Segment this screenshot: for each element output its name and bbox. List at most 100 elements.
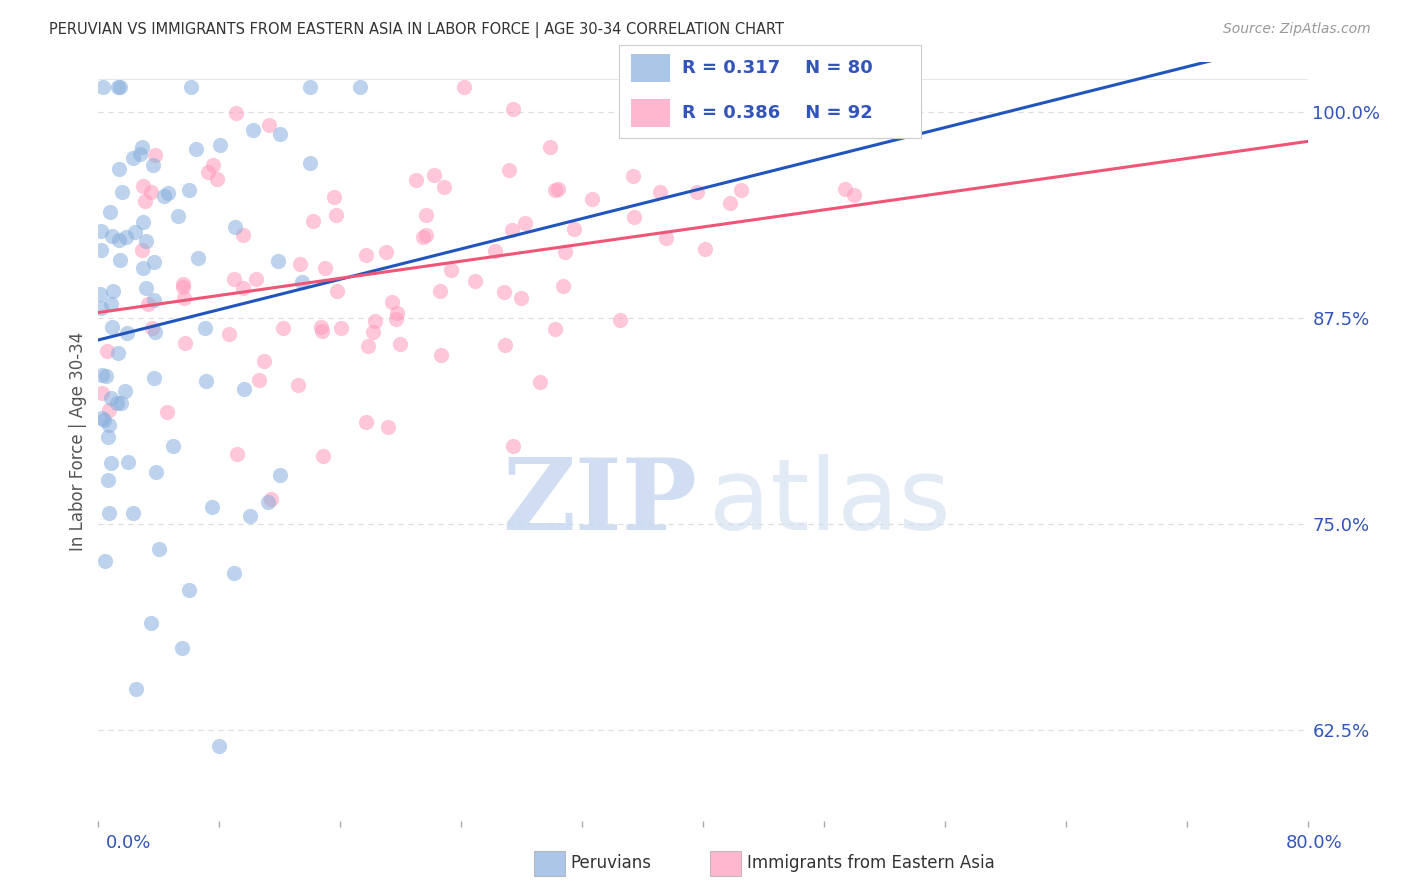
Point	[135, 281, 157, 295]
Point	[326, 285, 349, 299]
Point	[132, 215, 155, 229]
Point	[100, 456, 122, 470]
Point	[298, 80, 321, 95]
Point	[157, 186, 180, 201]
Point	[145, 465, 167, 479]
Text: R = 0.386    N = 92: R = 0.386 N = 92	[682, 104, 873, 122]
Point	[361, 325, 384, 339]
Point	[257, 494, 280, 508]
Point	[501, 223, 523, 237]
Point	[655, 230, 678, 244]
Point	[423, 168, 446, 182]
Point	[621, 169, 644, 184]
Point	[208, 739, 231, 754]
Point	[224, 219, 246, 234]
Point	[440, 263, 463, 277]
Point	[484, 244, 506, 259]
Point	[269, 128, 291, 142]
Point	[330, 321, 353, 335]
Point	[110, 80, 132, 95]
Point	[143, 255, 166, 269]
Point	[96, 344, 118, 359]
Point	[225, 447, 247, 461]
Point	[134, 194, 156, 208]
Point	[299, 156, 322, 170]
Point	[114, 384, 136, 398]
Point	[239, 508, 262, 523]
Point	[100, 391, 122, 405]
Point	[257, 118, 280, 132]
Point	[142, 159, 165, 173]
Point	[354, 248, 377, 262]
Point	[135, 235, 157, 249]
Point	[269, 467, 291, 482]
Point	[124, 225, 146, 239]
Point	[91, 410, 114, 425]
Point	[405, 173, 427, 187]
Point	[433, 180, 456, 194]
Point	[325, 208, 347, 222]
Point	[415, 228, 437, 243]
Point	[494, 338, 516, 352]
Point	[245, 272, 267, 286]
Point	[364, 314, 387, 328]
Point	[232, 281, 254, 295]
Point	[389, 337, 412, 351]
Point	[513, 216, 536, 230]
Point	[153, 189, 176, 203]
Point	[105, 396, 128, 410]
Point	[125, 681, 148, 696]
Point	[132, 260, 155, 275]
Point	[564, 221, 586, 235]
Text: Source: ZipAtlas.com: Source: ZipAtlas.com	[1223, 22, 1371, 37]
Point	[547, 182, 569, 196]
Point	[834, 182, 856, 196]
Point	[186, 142, 208, 156]
Point	[100, 297, 122, 311]
Point	[139, 186, 162, 200]
Point	[287, 377, 309, 392]
Text: PERUVIAN VS IMMIGRANTS FROM EASTERN ASIA IN LABOR FORCE | AGE 30-34 CORRELATION : PERUVIAN VS IMMIGRANTS FROM EASTERN ASIA…	[49, 22, 785, 38]
Point	[179, 582, 201, 597]
Point	[323, 190, 346, 204]
Point	[224, 272, 246, 286]
Point	[173, 291, 195, 305]
Point	[143, 325, 166, 339]
Point	[311, 324, 333, 338]
Text: 0.0%: 0.0%	[105, 834, 150, 852]
Text: 80.0%: 80.0%	[1286, 834, 1343, 852]
Point	[141, 320, 163, 334]
Point	[90, 386, 112, 401]
Point	[544, 322, 567, 336]
Point	[357, 339, 380, 353]
Point	[97, 506, 120, 520]
Point	[242, 123, 264, 137]
Point	[90, 301, 112, 316]
Point	[730, 183, 752, 197]
Point	[375, 245, 398, 260]
Point	[107, 345, 129, 359]
Text: Immigrants from Eastern Asia: Immigrants from Eastern Asia	[747, 855, 994, 872]
Text: atlas: atlas	[709, 454, 950, 550]
Point	[172, 280, 194, 294]
Point	[167, 210, 190, 224]
Point	[385, 312, 408, 326]
Point	[98, 402, 121, 417]
Point	[581, 193, 603, 207]
Point	[96, 369, 118, 384]
Point	[121, 151, 143, 165]
Point	[101, 284, 124, 298]
Point	[110, 396, 132, 410]
Point	[502, 102, 524, 116]
Point	[195, 375, 218, 389]
Point	[156, 404, 179, 418]
Point	[208, 138, 231, 153]
Point	[538, 140, 561, 154]
Point	[90, 243, 112, 257]
Point	[201, 500, 224, 515]
Point	[430, 348, 453, 362]
Point	[96, 430, 118, 444]
Point	[650, 186, 672, 200]
Point	[288, 257, 311, 271]
Point	[136, 297, 159, 311]
